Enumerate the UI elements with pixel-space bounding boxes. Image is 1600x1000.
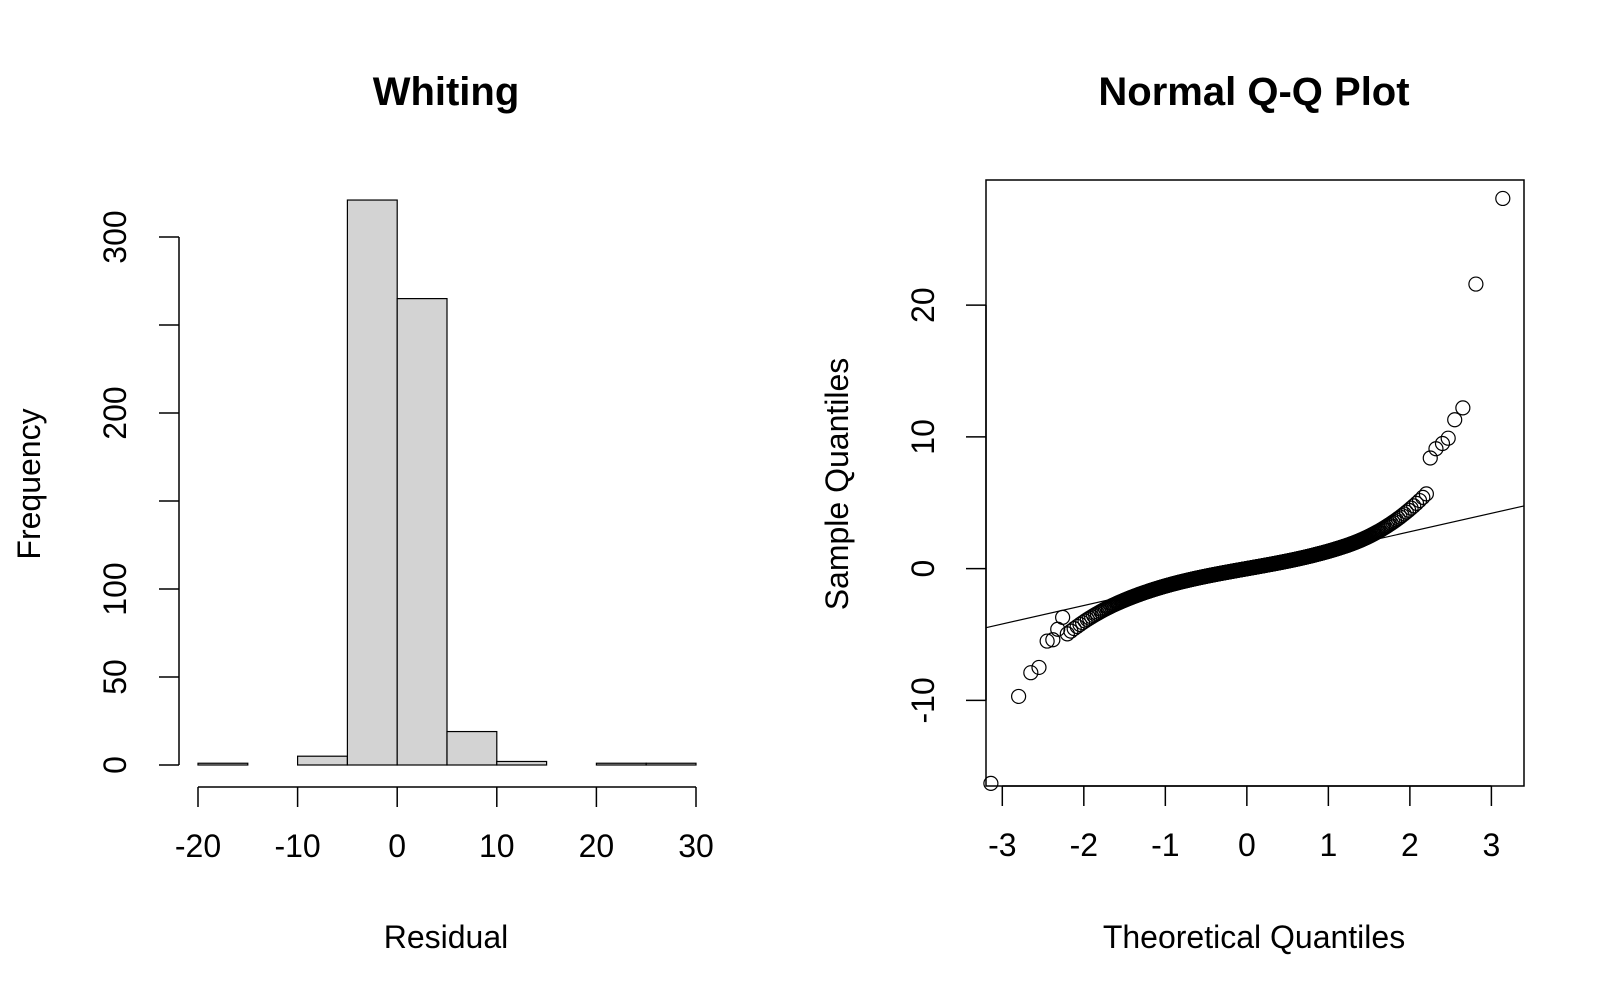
histogram-bar [446, 730, 498, 766]
qq-title: Normal Q-Q Plot [1098, 70, 1409, 114]
histogram-x-axis: -20 -10 0 10 20 30 [175, 786, 714, 864]
qq-point [1447, 412, 1463, 428]
qq-point [1011, 688, 1027, 705]
qq-plot-panel: Normal Q-Q Plot Theoretical Quantiles Sa… [819, 70, 1525, 955]
qq-point [1455, 400, 1471, 416]
qq-point [1045, 632, 1061, 648]
histogram-y-tick-label: 300 [97, 210, 133, 263]
qq-points [983, 190, 1511, 791]
qq-point [1434, 435, 1451, 452]
qq-y-tick-label: 10 [905, 419, 941, 455]
histogram-x-tick-label: 0 [388, 828, 406, 864]
qq-point [1039, 633, 1055, 649]
histogram-panel: Whiting Residual Frequency -20 -10 0 10 20 30… [11, 70, 714, 955]
qq-x-tick-label: 0 [1238, 827, 1256, 863]
qq-point [1031, 659, 1047, 676]
qq-point [983, 775, 999, 791]
qq-point [1495, 190, 1511, 207]
histogram-x-tick-label: -10 [274, 828, 320, 864]
qq-x-axis: -3 -2 -1 0 1 2 3 [988, 785, 1500, 863]
qq-y-label: Sample Quantiles [819, 358, 855, 611]
qq-x-tick-label: -2 [1070, 827, 1098, 863]
qq-plot-box [985, 179, 1525, 787]
histogram-x-tick-label: 30 [678, 828, 714, 864]
histogram-y-tick-label: 0 [97, 756, 133, 774]
qq-x-tick-label: 1 [1319, 827, 1337, 863]
qq-y-tick-label: -10 [905, 677, 941, 723]
histogram-y-tick-label: 200 [97, 386, 133, 439]
qq-point [1069, 618, 1085, 635]
qq-x-tick-label: 2 [1401, 827, 1419, 863]
qq-point [1388, 512, 1404, 528]
histogram-title: Whiting [373, 70, 520, 114]
histogram-bar [595, 762, 647, 766]
qq-point [1406, 498, 1422, 514]
qq-point [1055, 609, 1071, 625]
histogram-y-label: Frequency [11, 408, 47, 559]
qq-point [1468, 276, 1484, 292]
histogram-y-tick-label: 50 [97, 659, 133, 695]
qq-y-axis: -10 0 10 20 [905, 287, 987, 723]
histogram-y-tick-label: 100 [97, 562, 133, 615]
qq-y-tick-label: 20 [905, 287, 941, 323]
qq-x-tick-label: 3 [1482, 827, 1500, 863]
histogram-bar [496, 760, 548, 766]
qq-point [1418, 486, 1434, 502]
histogram-x-tick-label: 20 [579, 828, 615, 864]
histogram-x-label: Residual [384, 919, 509, 955]
qq-x-tick-label: -3 [988, 827, 1016, 863]
qq-point [1403, 500, 1419, 516]
histogram-bar [645, 762, 697, 766]
qq-point [1422, 450, 1438, 466]
qq-y-tick-label: 0 [905, 560, 941, 578]
histogram-x-tick-label: -20 [175, 828, 221, 864]
histogram-bars [197, 199, 697, 766]
qq-x-label: Theoretical Quantiles [1103, 919, 1405, 955]
qq-point [1415, 489, 1431, 506]
qq-point [1440, 430, 1456, 446]
histogram-bar [396, 298, 448, 766]
histogram-bar [197, 762, 249, 766]
qq-point [1023, 665, 1039, 681]
histogram-y-axis: 0 50 100 200 300 [97, 210, 180, 774]
qq-point [1408, 495, 1425, 511]
qq-x-tick-label: -1 [1151, 827, 1179, 863]
histogram-bar [346, 199, 398, 766]
histogram-bar [297, 755, 349, 766]
histogram-x-tick-label: 10 [479, 828, 515, 864]
